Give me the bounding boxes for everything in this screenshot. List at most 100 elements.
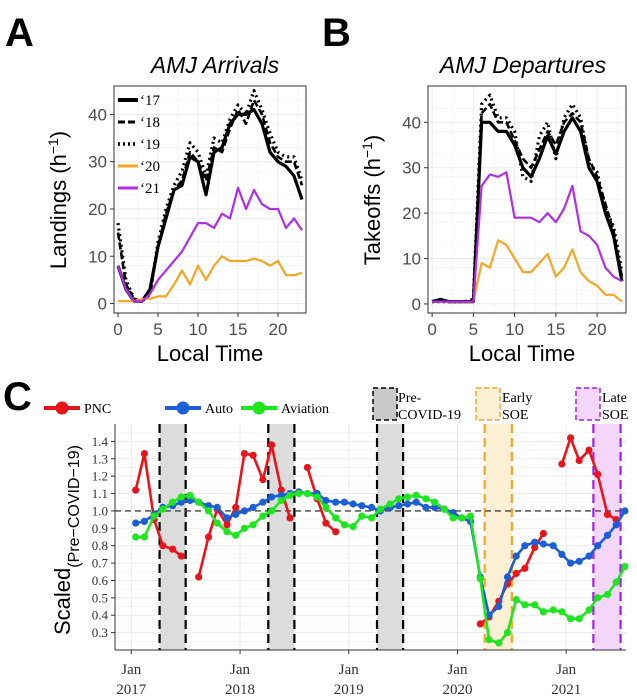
panel-c-point-aviation xyxy=(313,493,321,501)
panel-c-point-pnc xyxy=(539,529,548,538)
panel-c-point-auto xyxy=(531,538,539,546)
panel-c-point-aviation xyxy=(140,533,148,541)
panel-c-point-auto xyxy=(277,491,285,499)
panel-a-ytick-label: 40 xyxy=(88,105,107,124)
panel-b-xtick-label: 20 xyxy=(588,320,607,339)
panel-c-point-auto xyxy=(132,519,140,527)
panel-c-point-pnc xyxy=(512,569,520,578)
panel-c-point-auto xyxy=(140,517,148,526)
panel-c-point-pnc xyxy=(195,573,203,581)
panel-c-point-aviation xyxy=(268,507,276,515)
panel-c-point-aviation xyxy=(232,531,240,539)
panel-c-point-aviation xyxy=(195,498,203,506)
panel-c-point-aviation xyxy=(358,512,366,520)
legend-label-21: ‘21 xyxy=(140,181,160,197)
panel-c-xtick-label-year: 2018 xyxy=(225,682,255,697)
panel-c-ytick-label: 1.4 xyxy=(92,434,109,449)
legend-label-pre-covid-2: COVID-19 xyxy=(398,408,461,423)
panel-c-point-aviation xyxy=(412,491,420,499)
panel-c-point-auto xyxy=(368,503,376,511)
panel-c-point-auto xyxy=(340,498,348,506)
legend-label-early-soe-2: SOE xyxy=(502,408,528,423)
panel-c-point-auto xyxy=(204,502,213,510)
panel-c-point-aviation xyxy=(449,514,457,522)
panel-c-point-aviation xyxy=(223,528,231,536)
panel-c-point-aviation xyxy=(277,496,285,505)
panel-b-xlabel: Local Time xyxy=(469,341,575,366)
panel-b-ytick-label: 10 xyxy=(402,250,421,269)
panel-c-ytick-label: 0.9 xyxy=(92,521,108,536)
panel-c-point-auto xyxy=(512,552,520,560)
panel-c-point-auto xyxy=(594,542,602,550)
panel-c-point-aviation xyxy=(539,608,548,616)
panel-b-xtick-label: 10 xyxy=(505,320,524,339)
panel-c-point-aviation xyxy=(213,519,221,527)
legend-label-early-soe-1: Early xyxy=(502,391,532,406)
panel-c-ytick-label: 0.4 xyxy=(92,608,109,623)
panel-c-point-aviation xyxy=(495,639,503,647)
panel-c-point-aviation xyxy=(132,533,140,541)
panel-c-point-pnc xyxy=(303,463,311,472)
panel-c-point-pnc xyxy=(531,543,539,552)
legend-label-late-soe-2: SOE xyxy=(602,408,628,423)
panel-c-ytick-label: 0.6 xyxy=(92,573,109,588)
panel-c-point-auto xyxy=(249,503,257,511)
panel-c-point-pnc xyxy=(603,510,612,518)
panel-c-point-aviation xyxy=(249,521,257,529)
legend-marker-auto xyxy=(176,401,190,415)
legend-marker-pnc xyxy=(55,401,69,415)
panel-c-point-aviation xyxy=(169,498,177,506)
panel-c-point-pnc xyxy=(585,446,593,454)
panel-c-ytick-label: 1.2 xyxy=(92,469,108,484)
panel-a-ytick-label: 30 xyxy=(88,153,107,172)
panel-c-point-auto xyxy=(422,503,430,511)
panel-b-title: AMJ Departures xyxy=(438,52,607,78)
panel-c-point-aviation xyxy=(150,512,158,520)
panel-c-point-pnc xyxy=(204,533,213,541)
panel-c-point-pnc xyxy=(567,434,575,442)
panel-c-point-pnc xyxy=(332,528,340,536)
panel-c-point-aviation xyxy=(549,606,557,614)
panel-c-point-pnc xyxy=(140,450,148,458)
panel-c-point-aviation xyxy=(368,514,376,522)
panel-c-point-auto xyxy=(521,542,529,550)
panel-c-band-pre-2 xyxy=(377,424,404,650)
panel-c-point-aviation xyxy=(376,505,384,513)
panel-c-xtick-label-month: Jan xyxy=(339,662,359,678)
panel-c-point-pnc xyxy=(277,486,285,494)
panel-c-ytick-label: 1.1 xyxy=(92,486,108,501)
panel-c-point-auto xyxy=(575,557,583,565)
legend-swatch-pre-covid xyxy=(372,387,398,421)
panel-c-point-auto xyxy=(412,498,420,506)
panel-b-series-21 xyxy=(432,171,623,303)
panel-c-point-aviation xyxy=(259,512,267,520)
panel-c-point-auto xyxy=(567,559,575,567)
panel-c-xtick-label-month: Jan xyxy=(556,662,576,678)
panel-c-point-auto xyxy=(585,552,593,560)
panel-letter-c: C xyxy=(3,375,32,419)
panel-b-ylabel: Takeoffs (h−1) xyxy=(359,135,385,266)
panel-c-ytick-label: 0.8 xyxy=(92,538,108,553)
panel-c-point-auto xyxy=(503,573,512,581)
legend-label-20: ‘20 xyxy=(140,159,160,175)
panel-c-point-aviation xyxy=(340,521,348,529)
panel-c-point-auto xyxy=(539,540,548,548)
legend-label-late-soe-1: Late xyxy=(602,391,627,406)
legend-label-18: ‘18 xyxy=(140,115,160,131)
panel-c-point-auto xyxy=(431,503,439,511)
panel-c-xtick-label-year: 2021 xyxy=(551,682,581,697)
legend-label-pnc: PNC xyxy=(84,402,111,417)
panel-a-xlabel: Local Time xyxy=(157,341,263,366)
panel-c-point-auto xyxy=(603,531,612,539)
panel-c-point-aviation xyxy=(503,629,512,637)
panel-a-xtick-label: 0 xyxy=(113,320,122,339)
panel-a-xtick-label: 5 xyxy=(153,320,162,339)
panel-c-point-auto xyxy=(186,496,194,505)
panel-c-point-aviation xyxy=(567,615,575,623)
panel-c-point-aviation xyxy=(575,615,583,623)
panel-c-point-auto xyxy=(240,507,248,515)
panel-c-point-auto xyxy=(403,500,412,508)
panel-c-point-pnc xyxy=(177,552,185,560)
panel-c-point-aviation xyxy=(403,493,412,501)
panel-c-point-aviation xyxy=(422,495,430,503)
